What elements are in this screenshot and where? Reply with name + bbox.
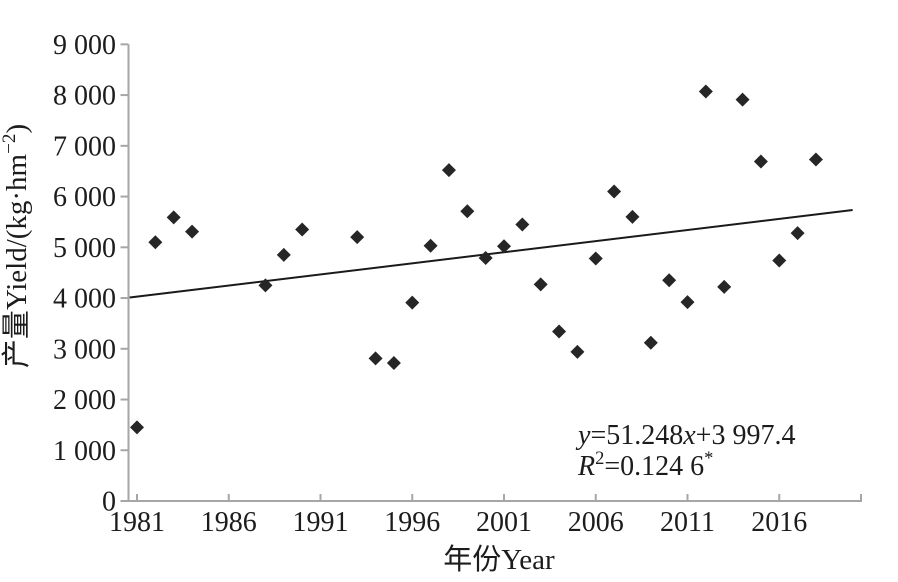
data-point-diamond [497, 239, 511, 254]
y-tick-label: 7 000 [53, 131, 116, 162]
y-tick-label: 0 [102, 487, 116, 518]
data-point-diamond [735, 92, 750, 107]
y-tick-label: 3 000 [53, 334, 116, 365]
r-squared-value-part: 2 [595, 448, 604, 468]
regression-equation-part: +3 997.4 [696, 420, 796, 451]
r-squared-value-part: =0.124 6 [604, 451, 704, 482]
y-axis-title-part: ) [1, 124, 33, 134]
data-point-diamond [607, 184, 622, 199]
data-point-diamond [698, 84, 713, 99]
data-point-diamond [441, 163, 456, 178]
data-points [130, 84, 823, 435]
data-point-diamond [552, 324, 567, 339]
data-point-diamond [166, 210, 181, 225]
x-tick-label: 1986 [201, 507, 257, 538]
data-point-diamond [478, 250, 493, 265]
data-point-diamond [753, 154, 768, 169]
data-point-diamond [662, 273, 677, 288]
data-point-diamond [515, 217, 530, 232]
y-tick-label: 6 000 [53, 182, 116, 213]
y-axis-title-part: 产量Yield/(kg·hm [0, 153, 33, 368]
data-point-diamond [405, 295, 420, 310]
data-point-diamond [386, 355, 401, 370]
data-point-diamond [423, 238, 438, 253]
trend-line [129, 209, 853, 299]
data-point-diamond [772, 253, 787, 268]
data-point-diamond [350, 230, 365, 245]
y-axis-title-part: −2 [0, 134, 20, 154]
x-tick-label: 2016 [751, 507, 807, 538]
regression-equation-part: =51.248 [590, 420, 683, 451]
data-point-diamond [808, 152, 823, 167]
x-tick-label: 2001 [476, 507, 532, 538]
data-point-diamond [790, 226, 805, 241]
x-tick-label: 2011 [660, 507, 715, 538]
y-tick-label: 9 000 [53, 30, 116, 61]
y-tick-label: 5 000 [53, 233, 116, 264]
data-point-diamond [717, 279, 732, 294]
data-point-diamond [570, 344, 585, 359]
x-tick-label: 1996 [384, 507, 440, 538]
r-squared-value: R2=0.124 6* [577, 448, 713, 482]
y-tick-label: 1 000 [53, 436, 116, 467]
x-axis-title: 年份Year [443, 543, 555, 576]
data-point-diamond [185, 224, 200, 239]
data-point-diamond [148, 235, 163, 250]
data-point-diamond [680, 295, 695, 310]
y-tick-label: 8 000 [53, 81, 116, 112]
y-tick-label: 2 000 [53, 385, 116, 416]
r-squared-value-part: * [704, 448, 713, 468]
x-tick-label: 2006 [568, 507, 624, 538]
data-point-diamond [295, 222, 310, 237]
regression-equation-part: y [575, 420, 591, 451]
data-point-diamond [588, 251, 603, 266]
data-point-diamond [368, 351, 383, 366]
data-point-diamond [460, 204, 475, 219]
r-squared-value-part: R [577, 451, 595, 482]
y-axis-title: 产量Yield/(kg·hm−2) [0, 124, 33, 368]
data-point-diamond [130, 420, 144, 435]
data-point-diamond [533, 277, 548, 292]
data-point-diamond [258, 278, 273, 293]
data-point-diamond [276, 247, 291, 262]
y-tick-label: 4 000 [53, 284, 116, 315]
x-tick-label: 1991 [293, 507, 349, 538]
data-point-diamond [625, 209, 640, 224]
regression-equation-part: x [682, 420, 696, 451]
x-tick-label: 1981 [109, 507, 165, 538]
regression-equation: y=51.248x+3 997.4 [575, 420, 795, 451]
data-point-diamond [643, 335, 658, 350]
